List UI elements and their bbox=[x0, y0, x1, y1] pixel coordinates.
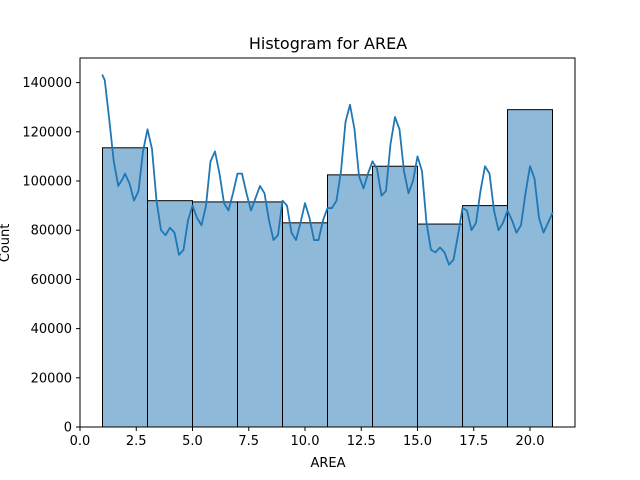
y-tick-label: 80000 bbox=[31, 224, 72, 239]
x-tick-label: 7.5 bbox=[238, 434, 259, 449]
histogram-bar-6 bbox=[327, 174, 373, 428]
x-tick-label: 20.0 bbox=[516, 434, 545, 449]
x-axis: 0.0 2.5 5.0 7.5 10.0 12.5 15.0 17.5 20.0 bbox=[70, 427, 545, 449]
y-tick-label: 120000 bbox=[22, 125, 72, 140]
plot-frame bbox=[79, 57, 576, 428]
kde-line bbox=[101, 74, 554, 266]
histogram-bar-7 bbox=[372, 165, 418, 428]
x-tick-label: 5.0 bbox=[182, 434, 203, 449]
y-tick-label: 100000 bbox=[22, 175, 72, 190]
histogram-bar-4 bbox=[237, 201, 283, 428]
histogram-bar-1 bbox=[102, 147, 148, 428]
y-tick-label: 0 bbox=[64, 421, 72, 436]
histogram-bar-3 bbox=[192, 201, 238, 428]
chart-title: Histogram for AREA bbox=[249, 34, 407, 53]
histogram-bar-10 bbox=[507, 109, 553, 428]
histogram-bar-8 bbox=[417, 223, 463, 428]
histogram-bar-9 bbox=[462, 205, 508, 428]
x-tick-label: 10.0 bbox=[291, 434, 320, 449]
y-tick-label: 60000 bbox=[31, 273, 72, 288]
kde-curve-group bbox=[101, 74, 554, 266]
histogram-bars bbox=[102, 109, 553, 428]
y-tick-label: 140000 bbox=[22, 76, 72, 91]
x-axis-label: AREA bbox=[310, 456, 345, 471]
x-tick-label: 17.5 bbox=[459, 434, 488, 449]
y-tick-label: 20000 bbox=[31, 371, 72, 386]
x-tick-label: 0.0 bbox=[70, 434, 91, 449]
x-tick-label: 15.0 bbox=[403, 434, 432, 449]
y-axis-label: Count bbox=[0, 224, 13, 263]
x-tick-label: 2.5 bbox=[126, 434, 147, 449]
y-axis: 0 20000 40000 60000 80000 100000 120000 140000 bbox=[22, 76, 80, 436]
x-tick-label: 12.5 bbox=[347, 434, 376, 449]
y-tick-label: 40000 bbox=[31, 322, 72, 337]
histogram-bar-5 bbox=[282, 222, 328, 428]
